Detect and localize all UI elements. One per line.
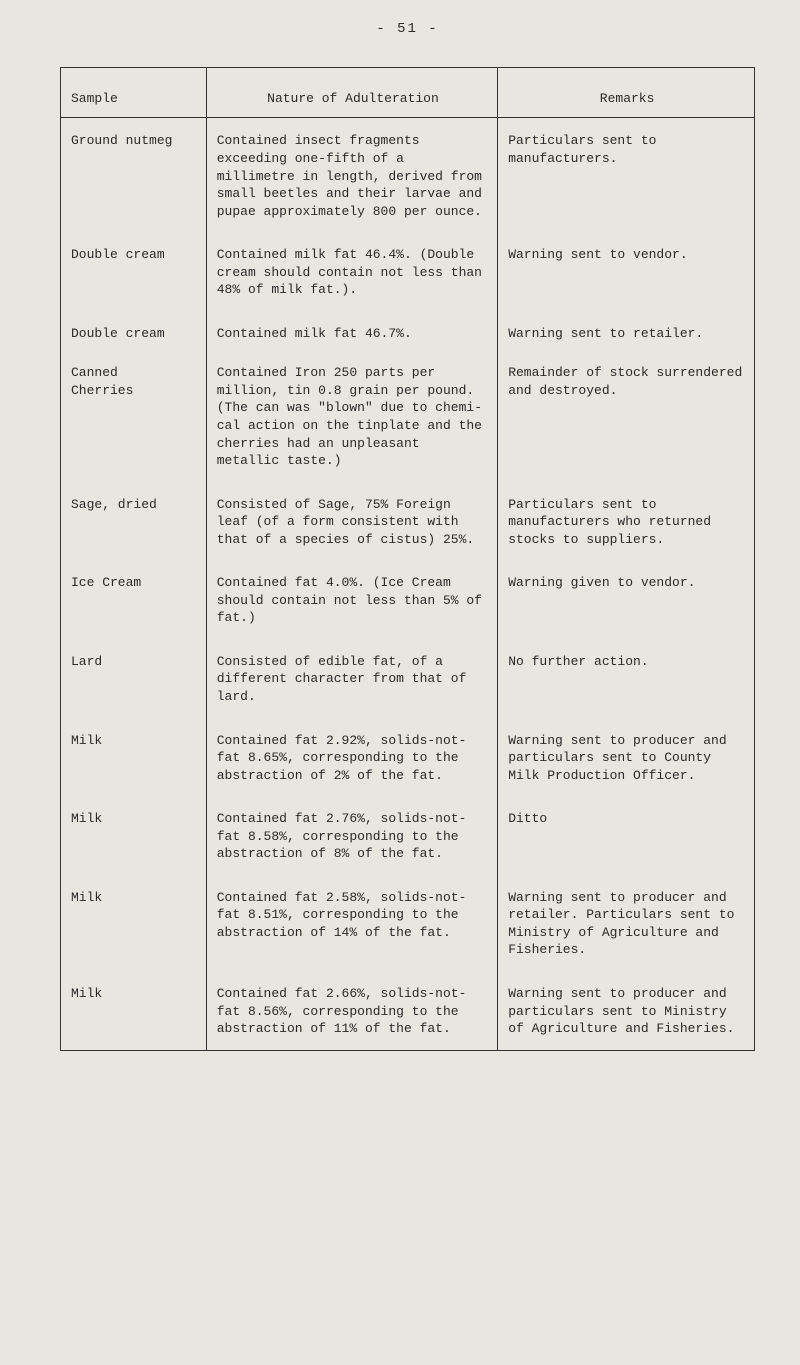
cell-sample: Sage, dried	[61, 482, 207, 561]
cell-nature: Contained fat 2.58%, solids-not-fat 8.51…	[206, 875, 497, 971]
table-row: Canned Cherries Contained Iron 250 parts…	[61, 354, 755, 481]
table-row: Double cream Contained milk fat 46.4%. (…	[61, 232, 755, 311]
cell-remarks: Warning sent to retailer.	[498, 311, 755, 355]
col-remarks: Remarks	[498, 67, 755, 118]
cell-nature: Contained milk fat 46.7%.	[206, 311, 497, 355]
cell-remarks: Ditto	[498, 796, 755, 875]
cell-nature: Contained fat 2.92%, solids-not-fat 8.65…	[206, 718, 497, 797]
cell-remarks: Remainder of stock surrendered and destr…	[498, 354, 755, 481]
cell-nature: Consisted of edible fat, of a different …	[206, 639, 497, 718]
table-row: Milk Contained fat 2.76%, solids-not-fat…	[61, 796, 755, 875]
table-row: Milk Contained fat 2.92%, solids-not-fat…	[61, 718, 755, 797]
cell-remarks: Warning given to vendor.	[498, 560, 755, 639]
table-row: Double cream Contained milk fat 46.7%. W…	[61, 311, 755, 355]
table-header-row: Sample Nature of Adulteration Remarks	[61, 67, 755, 118]
cell-nature: Contained fat 2.76%, solids-not-fat 8.58…	[206, 796, 497, 875]
cell-sample: Canned Cherries	[61, 354, 207, 481]
cell-remarks: Warning sent to producer and retailer. P…	[498, 875, 755, 971]
table-row: Lard Consisted of edible fat, of a diffe…	[61, 639, 755, 718]
cell-sample: Milk	[61, 971, 207, 1050]
cell-remarks: Warning sent to vendor.	[498, 232, 755, 311]
cell-nature: Contained milk fat 46.4%. (Double cream …	[206, 232, 497, 311]
cell-nature: Contained insect fragments exceeding one…	[206, 118, 497, 232]
table-row: Ground nutmeg Contained insect fragments…	[61, 118, 755, 232]
cell-sample: Double cream	[61, 311, 207, 355]
cell-sample: Milk	[61, 718, 207, 797]
table-row: Ice Cream Contained fat 4.0%. (Ice Cream…	[61, 560, 755, 639]
cell-remarks: Warning sent to producer and particulars…	[498, 971, 755, 1050]
col-nature: Nature of Adulteration	[206, 67, 497, 118]
cell-remarks: Particulars sent to manufacturers who re…	[498, 482, 755, 561]
cell-remarks: No further action.	[498, 639, 755, 718]
cell-sample: Lard	[61, 639, 207, 718]
cell-sample: Ice Cream	[61, 560, 207, 639]
cell-sample: Double cream	[61, 232, 207, 311]
cell-nature: Contained fat 2.66%, solids-not-fat 8.56…	[206, 971, 497, 1050]
page: - 51 - Sample Nature of Adulteration Rem…	[0, 0, 800, 1365]
cell-nature: Contained Iron 250 parts per million, ti…	[206, 354, 497, 481]
table-row: Milk Contained fat 2.58%, solids-not-fat…	[61, 875, 755, 971]
col-sample: Sample	[61, 67, 207, 118]
cell-remarks: Particulars sent to manufacturers.	[498, 118, 755, 232]
table-row: Milk Contained fat 2.66%, solids-not-fat…	[61, 971, 755, 1050]
cell-sample: Milk	[61, 875, 207, 971]
page-number: - 51 -	[60, 20, 755, 39]
cell-nature: Consisted of Sage, 75% Foreign leaf (of …	[206, 482, 497, 561]
cell-sample: Milk	[61, 796, 207, 875]
table-row: Sage, dried Consisted of Sage, 75% Forei…	[61, 482, 755, 561]
cell-remarks: Warning sent to producer and particulars…	[498, 718, 755, 797]
adulteration-table: Sample Nature of Adulteration Remarks Gr…	[60, 67, 755, 1051]
cell-nature: Contained fat 4.0%. (Ice Cream should co…	[206, 560, 497, 639]
cell-sample: Ground nutmeg	[61, 118, 207, 232]
